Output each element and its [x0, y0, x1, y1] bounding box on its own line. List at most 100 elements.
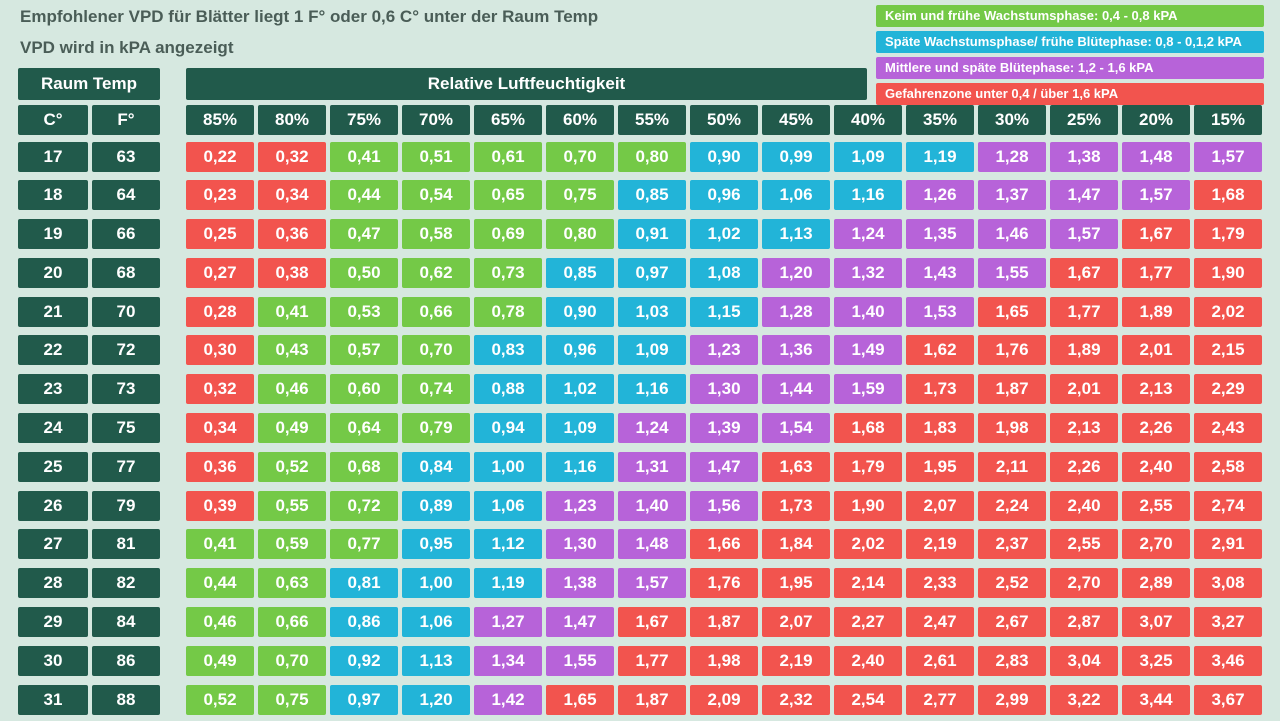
vpd-value-cell: 2,47 [906, 607, 974, 638]
table-row: 20 68 0,27 0,38 0,50 0,62 0,73 0,85 0,97 1,08 1,20… [18, 257, 1266, 288]
table-header-band: Raum Temp Relative Luftfeuchtigkeit [18, 68, 1266, 100]
humidity-header-cell: 40% [834, 105, 902, 135]
vpd-value-cell: 0,36 [258, 219, 326, 250]
vpd-value-cell: 2,70 [1122, 529, 1190, 560]
vpd-value-cell: 1,95 [762, 568, 830, 599]
table-row: 31 88 0,52 0,75 0,97 1,20 1,42 1,65 1,87 2,09 2,32… [18, 684, 1266, 715]
vpd-value-cell: 3,07 [1122, 607, 1190, 638]
vpd-value-cell: 0,72 [330, 490, 398, 521]
vpd-value-cell: 1,35 [906, 219, 974, 250]
vpd-value-cell: 0,59 [258, 529, 326, 560]
vpd-value-cell: 0,54 [402, 180, 470, 211]
vpd-value-cell: 0,63 [258, 568, 326, 599]
vpd-value-cell: 0,66 [402, 296, 470, 327]
temp-fahrenheit-cell: 73 [92, 374, 160, 405]
vpd-value-cell: 1,89 [1122, 296, 1190, 327]
vpd-value-cell: 0,75 [546, 180, 614, 211]
vpd-value-cell: 1,00 [402, 568, 470, 599]
humidity-header: Relative Luftfeuchtigkeit [186, 68, 867, 100]
vpd-value-cell: 0,84 [402, 451, 470, 482]
vpd-value-cell: 1,30 [546, 529, 614, 560]
vpd-value-cell: 3,25 [1122, 645, 1190, 676]
humidity-header-cell: 25% [1050, 105, 1118, 135]
table-row: 24 75 0,34 0,49 0,64 0,79 0,94 1,09 1,24 1,39 1,54… [18, 413, 1266, 444]
vpd-value-cell: 1,98 [978, 413, 1046, 444]
vpd-value-cell: 2,77 [906, 684, 974, 715]
vpd-value-cell: 2,13 [1122, 374, 1190, 405]
legend-item: Mittlere und späte Blütephase: 1,2 - 1,6… [876, 57, 1264, 79]
vpd-value-cell: 0,46 [258, 374, 326, 405]
temp-celsius-cell: 20 [18, 257, 88, 288]
vpd-value-cell: 1,90 [1194, 257, 1262, 288]
vpd-value-cell: 0,39 [186, 490, 254, 521]
table-row: 17 63 0,22 0,32 0,41 0,51 0,61 0,70 0,80 0,90 0,99… [18, 141, 1266, 172]
vpd-value-cell: 0,47 [330, 219, 398, 250]
vpd-value-cell: 0,38 [258, 257, 326, 288]
vpd-value-cell: 3,44 [1122, 684, 1190, 715]
humidity-header-cell: 70% [402, 105, 470, 135]
humidity-header-cell: 55% [618, 105, 686, 135]
vpd-value-cell: 0,79 [402, 413, 470, 444]
vpd-value-cell: 1,48 [618, 529, 686, 560]
vpd-value-cell: 0,36 [186, 451, 254, 482]
vpd-value-cell: 0,89 [402, 490, 470, 521]
vpd-value-cell: 0,32 [258, 141, 326, 172]
vpd-value-cell: 2,99 [978, 684, 1046, 715]
vpd-value-cell: 0,44 [330, 180, 398, 211]
vpd-value-cell: 0,34 [186, 413, 254, 444]
vpd-value-cell: 1,83 [906, 413, 974, 444]
vpd-value-cell: 1,39 [690, 413, 758, 444]
vpd-value-cell: 0,32 [186, 374, 254, 405]
vpd-value-cell: 0,86 [330, 607, 398, 638]
humidity-header-cell: 65% [474, 105, 542, 135]
vpd-value-cell: 1,67 [618, 607, 686, 638]
temp-fahrenheit-cell: 72 [92, 335, 160, 366]
vpd-value-cell: 1,06 [402, 607, 470, 638]
vpd-value-cell: 0,22 [186, 141, 254, 172]
vpd-value-cell: 1,77 [618, 645, 686, 676]
vpd-value-cell: 1,13 [402, 645, 470, 676]
vpd-value-cell: 0,69 [474, 219, 542, 250]
vpd-value-cell: 2,67 [978, 607, 1046, 638]
vpd-value-cell: 0,65 [474, 180, 542, 211]
vpd-value-cell: 1,65 [546, 684, 614, 715]
vpd-value-cell: 1,66 [690, 529, 758, 560]
temp-celsius-cell: 27 [18, 529, 88, 560]
vpd-value-cell: 0,94 [474, 413, 542, 444]
humidity-header-cell: 50% [690, 105, 758, 135]
vpd-value-cell: 1,47 [690, 451, 758, 482]
vpd-value-cell: 1,87 [618, 684, 686, 715]
vpd-value-cell: 1,36 [762, 335, 830, 366]
temp-celsius-cell: 17 [18, 141, 88, 172]
temp-fahrenheit-cell: 75 [92, 413, 160, 444]
vpd-value-cell: 1,44 [762, 374, 830, 405]
vpd-value-cell: 0,74 [402, 374, 470, 405]
table-row: 27 81 0,41 0,59 0,77 0,95 1,12 1,30 1,48 1,66 1,84… [18, 529, 1266, 560]
vpd-value-cell: 0,91 [618, 219, 686, 250]
vpd-value-cell: 2,19 [762, 645, 830, 676]
humidity-header-cell: 45% [762, 105, 830, 135]
vpd-value-cell: 0,88 [474, 374, 542, 405]
table-body: 17 63 0,22 0,32 0,41 0,51 0,61 0,70 0,80 0,90 0,99… [18, 141, 1266, 715]
vpd-value-cell: 2,13 [1050, 413, 1118, 444]
temp-fahrenheit-cell: 70 [92, 296, 160, 327]
temp-celsius-cell: 31 [18, 684, 88, 715]
vpd-value-cell: 1,40 [834, 296, 902, 327]
vpd-value-cell: 1,19 [906, 141, 974, 172]
vpd-value-cell: 1,98 [690, 645, 758, 676]
legend-item: Späte Wachstumsphase/ frühe Blütephase: … [876, 31, 1264, 53]
legend-item: Keim und frühe Wachstumsphase: 0,4 - 0,8… [876, 5, 1264, 27]
table-row: 23 73 0,32 0,46 0,60 0,74 0,88 1,02 1,16 1,30 1,44… [18, 374, 1266, 405]
temp-fahrenheit-cell: 77 [92, 451, 160, 482]
vpd-value-cell: 2,70 [1050, 568, 1118, 599]
vpd-value-cell: 2,01 [1122, 335, 1190, 366]
vpd-value-cell: 1,68 [1194, 180, 1262, 211]
vpd-value-cell: 0,52 [186, 684, 254, 715]
vpd-value-cell: 0,96 [690, 180, 758, 211]
table-row: 30 86 0,49 0,70 0,92 1,13 1,34 1,55 1,77 1,98 2,19… [18, 645, 1266, 676]
room-temp-header: Raum Temp [18, 68, 160, 100]
vpd-value-cell: 2,29 [1194, 374, 1262, 405]
vpd-value-cell: 0,49 [258, 413, 326, 444]
vpd-value-cell: 0,41 [186, 529, 254, 560]
